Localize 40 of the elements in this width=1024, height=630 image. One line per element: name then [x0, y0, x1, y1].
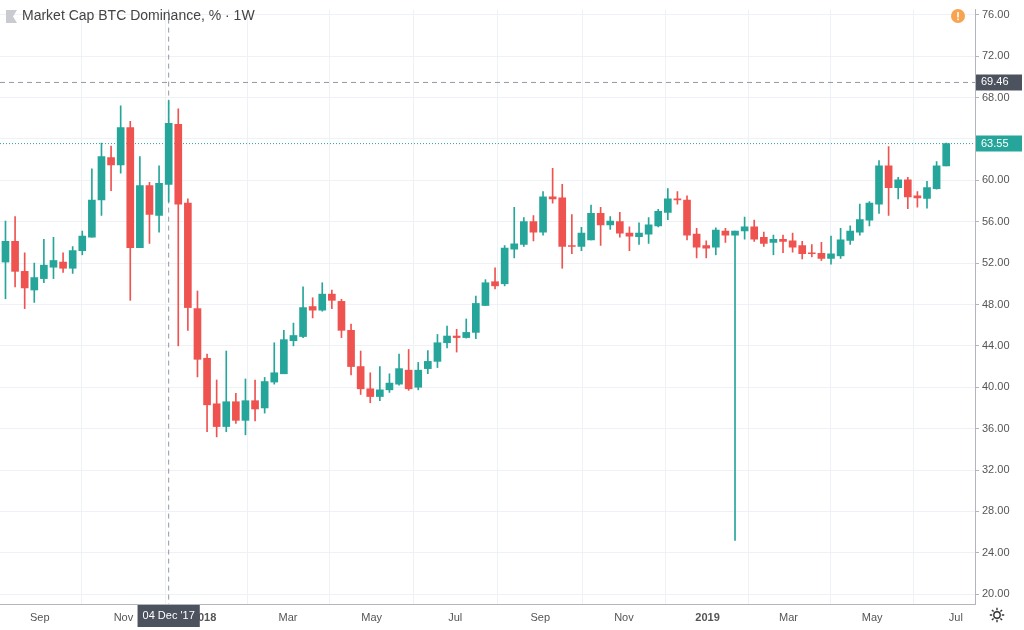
candlestick: [635, 222, 643, 245]
candlestick: [251, 379, 259, 422]
y-tick-label: 28.00: [982, 504, 1010, 517]
y-tick-label: 36.00: [982, 421, 1010, 434]
y-tick-label: 56.00: [982, 214, 1010, 227]
x-tick-label: Mar: [278, 610, 298, 623]
y-tick-label: 24.00: [982, 545, 1010, 558]
candlestick: [270, 342, 279, 385]
x-tick-label: Nov: [113, 610, 134, 623]
ref-line-label: 04 Dec '17: [142, 609, 195, 622]
x-tick-label: Sep: [530, 610, 551, 623]
candlestick: [779, 234, 787, 254]
x-tick-label: 2019: [695, 610, 720, 623]
candlestick: [827, 235, 835, 265]
x-tick-label: Nov: [614, 610, 635, 623]
y-tick-label: 40.00: [982, 380, 1010, 393]
y-tick-label: 20.00: [982, 587, 1010, 600]
y-tick-label: 72.00: [982, 49, 1010, 62]
x-tick-label: Jul: [948, 610, 963, 623]
ref-line-label: 69.46: [981, 75, 1009, 88]
x-tick-label: Jul: [448, 610, 463, 623]
y-tick-label: 44.00: [982, 338, 1010, 351]
y-tick-label: 32.00: [982, 463, 1010, 476]
x-tick-label: Sep: [29, 610, 50, 623]
candlestick: [376, 366, 384, 402]
candlestick: [491, 267, 499, 290]
y-tick-label: 76.00: [982, 7, 1010, 20]
y-tick-label: 48.00: [982, 297, 1010, 310]
x-tick-label: Mar: [779, 610, 799, 623]
candlestick: [107, 145, 115, 191]
chart-title: Market Cap BTC Dominance, % · 1W: [22, 7, 255, 23]
x-tick-label: May: [361, 610, 383, 623]
candlestick: [702, 240, 711, 259]
candlestick: [807, 244, 816, 258]
ref-line-label: 63.55: [981, 136, 1009, 149]
y-tick-label: 68.00: [982, 90, 1010, 103]
y-tick-label: 60.00: [982, 173, 1010, 186]
candlestick: [568, 214, 576, 255]
x-tick-label: May: [861, 610, 884, 623]
y-tick-label: 52.00: [982, 256, 1010, 269]
